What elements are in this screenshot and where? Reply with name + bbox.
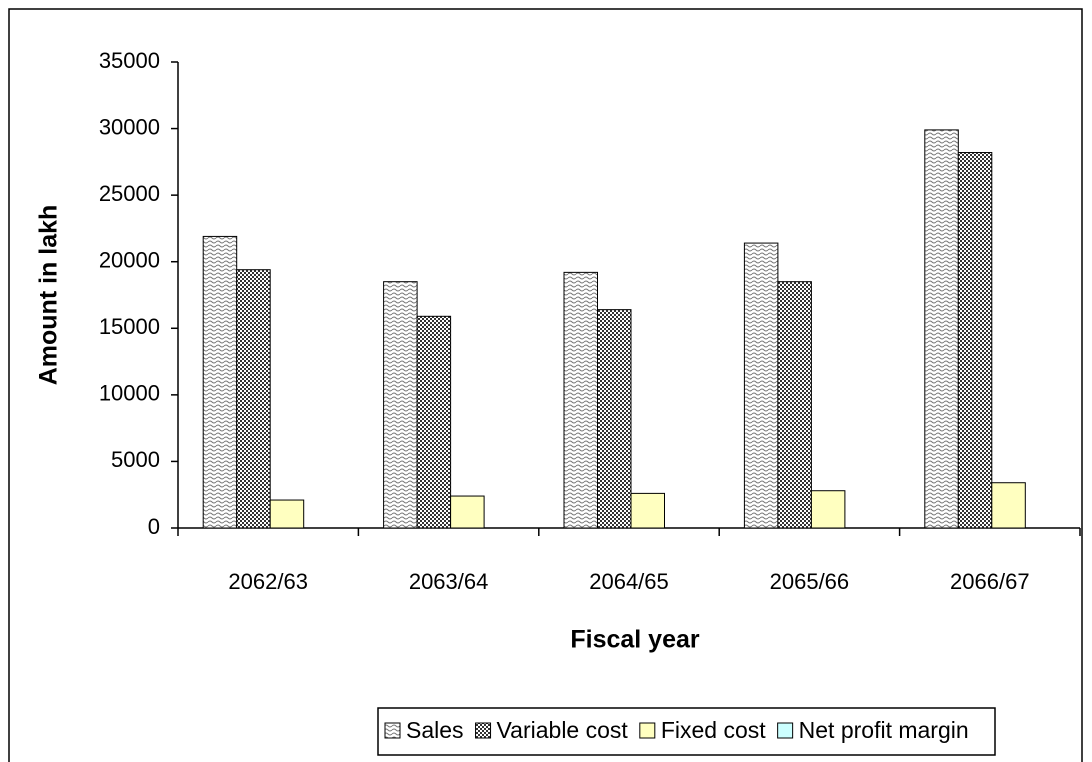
x-tick-label: 2065/66: [770, 569, 850, 594]
legend-swatch: [777, 722, 794, 739]
x-tick-label: 2063/64: [409, 569, 489, 594]
y-tick-label: 10000: [99, 381, 160, 406]
y-tick-label: 0: [148, 514, 160, 539]
bar: [777, 281, 812, 529]
y-tick-label: 30000: [99, 114, 160, 139]
y-tick-label: 25000: [99, 181, 160, 206]
bar: [810, 490, 846, 529]
legend-swatch: [475, 722, 492, 739]
bar: [236, 269, 271, 529]
y-tick-label: 35000: [99, 48, 160, 73]
legend-swatch: [639, 722, 656, 739]
y-axis-title: Amount in lakh: [35, 205, 63, 386]
bar: [202, 235, 238, 529]
x-axis-title: Fiscal year: [570, 626, 700, 654]
bar: [383, 281, 418, 529]
x-tick-label: 2064/65: [589, 569, 669, 594]
chart-frame: [8, 8, 1083, 762]
y-tick-label: 15000: [99, 314, 160, 339]
bar: [743, 242, 779, 529]
legend-label: Variable cost: [497, 717, 629, 743]
bar: [416, 315, 452, 529]
bar: [450, 495, 485, 529]
bar: [924, 129, 959, 529]
bar: [991, 482, 1026, 529]
legend-label: Net profit margin: [799, 717, 969, 743]
bar: [269, 499, 305, 529]
bar: [630, 492, 665, 529]
legend-label: Sales: [406, 717, 464, 743]
y-tick-label: 5000: [111, 447, 160, 472]
legend-swatch: [384, 722, 401, 739]
bar: [597, 309, 632, 529]
x-tick-label: 2066/67: [950, 569, 1030, 594]
x-tick-label: 2062/63: [228, 569, 308, 594]
y-tick-label: 20000: [99, 248, 160, 273]
legend-label: Fixed cost: [661, 717, 766, 743]
bar: [957, 152, 993, 529]
bar: [563, 271, 598, 529]
